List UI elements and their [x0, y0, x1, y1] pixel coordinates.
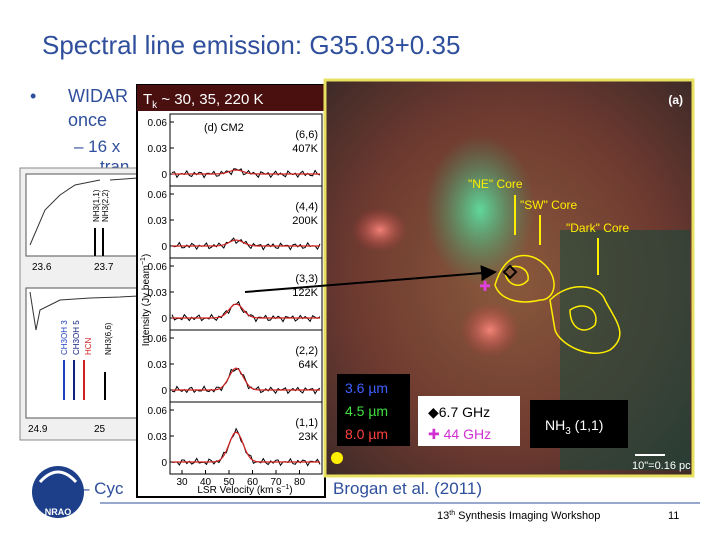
y-tick-label: 0.06 — [148, 334, 168, 345]
tick-label: 25 — [94, 424, 106, 435]
spectrum — [29, 291, 139, 331]
line-label: NH3(6,6) — [104, 322, 113, 355]
maser-diamond — [502, 264, 518, 280]
spectrum — [29, 177, 139, 246]
y-tick-label: 0 — [161, 170, 167, 181]
page-number: 11 — [668, 510, 679, 522]
spectrum — [171, 168, 321, 179]
transition-label: (1,1) — [295, 417, 318, 429]
spectrum — [171, 427, 321, 467]
y-tick-label: 0.06 — [148, 406, 168, 417]
sub-bullet: – Cyc — [80, 479, 124, 498]
maser-label: ✚ 44 GHz — [428, 426, 491, 442]
logo-text: NRAO — [45, 507, 72, 517]
core-label: "Dark" Core — [566, 221, 630, 235]
fit — [172, 303, 320, 319]
bullet-text: once — [68, 110, 107, 130]
panel-label: (a) — [668, 93, 683, 107]
left-figure: 23.6 23.7 24.9 25 NH3(1,1) NH3(2,2) CH3OH 3 CH3… — [19, 167, 146, 441]
x-tick-label: 30 — [176, 477, 188, 488]
spectra: 0.06 0.03 0 (6,6) 407K 0.06 0.03 0 (4,4) 200K 0.06… — [148, 113, 323, 488]
tick-label: 24.9 — [28, 424, 48, 435]
y-tick-label: 0.06 — [148, 262, 168, 273]
emission — [460, 302, 520, 358]
scale-label: 10"=0.16 pc — [632, 460, 691, 472]
emission — [425, 135, 535, 285]
y-tick-label: 0.03 — [148, 432, 168, 443]
contour — [569, 305, 597, 331]
y-tick-label: 0.06 — [148, 118, 168, 129]
maser-label: ◆6.7 GHz — [428, 404, 490, 420]
y-tick-label: 0.03 — [148, 144, 168, 155]
band-legend — [337, 374, 410, 446]
x-tick-label: 40 — [200, 477, 212, 488]
energy-label: 200K — [292, 215, 318, 227]
footer-text: 13th Synthesis Imaging Workshop — [437, 510, 600, 522]
tick-label: 23.6 — [32, 262, 52, 273]
slide-title: Spectral line emission: G35.03+0.35 — [42, 30, 460, 60]
spectrum-box — [169, 401, 323, 475]
y-tick-label: 0.06 — [148, 190, 168, 201]
pointer-arrow — [244, 265, 497, 293]
fit — [172, 367, 320, 391]
energy-label: 407K — [292, 143, 318, 155]
y-tick-label: 0 — [161, 314, 167, 325]
energy-label: 64K — [298, 359, 318, 371]
beam — [331, 452, 343, 464]
nrao-logo: NRAO — [32, 466, 84, 518]
x-tick-label: 60 — [247, 477, 259, 488]
core-label: "NE" Core — [468, 177, 523, 191]
y-tick-label: 0 — [161, 242, 167, 253]
contour — [549, 286, 621, 354]
y-tick-label: 0 — [161, 386, 167, 397]
transition-label: (4,4) — [295, 201, 318, 213]
x-tick-label: 50 — [223, 477, 235, 488]
emission — [352, 208, 408, 252]
panel-title: (d) CM2 — [204, 122, 244, 134]
x-axis-label: LSR Velocity (km s−1) — [197, 484, 292, 496]
line-label: CH3OH 3 — [60, 320, 69, 355]
spectrum — [171, 300, 321, 323]
sub-bullet: – 16 x — [74, 137, 121, 156]
y-tick-label: 0.03 — [148, 216, 168, 227]
fit — [172, 239, 320, 247]
line-label: NH3(2,2) — [101, 189, 110, 222]
line-label: CH3OH 5 — [72, 320, 81, 355]
y-tick-label: 0.03 — [148, 288, 168, 299]
bullet-text: WIDAR — [68, 86, 128, 106]
core-label: "SW" Core — [520, 198, 578, 212]
band-label: 8.0 µm — [345, 426, 388, 442]
contour-label: NH3 (1,1) — [545, 417, 603, 437]
band-label: 4.5 µm — [345, 403, 388, 419]
x-tick-label: 70 — [270, 477, 282, 488]
transition-label: (6,6) — [295, 129, 318, 141]
panel-header — [137, 85, 325, 111]
contour-legend — [530, 400, 628, 448]
band-label: 3.6 µm — [345, 380, 388, 396]
bullet-dot: • — [30, 86, 36, 106]
citation: Brogan et al. (2011) — [333, 479, 482, 498]
maser-legend — [418, 396, 520, 446]
line-label: NH3(1,1) — [92, 189, 101, 222]
fit — [172, 169, 320, 175]
infrared-image: (a) "NE" Core "SW" Core "Dark" Core ✚ 3.… — [323, 78, 695, 478]
line-label: HCN — [84, 337, 93, 355]
y-axis-label: Intensity (Jy beam−1) — [140, 254, 152, 346]
y-tick-label: 0.03 — [148, 360, 168, 371]
contour — [504, 265, 529, 286]
tick-label: 23.7 — [94, 262, 114, 273]
transition-label: (2,2) — [295, 345, 318, 357]
logo-dish — [38, 470, 78, 484]
x-tick-label: 80 — [294, 477, 306, 488]
maser-cross: ✚ — [479, 278, 491, 294]
y-tick-label: 0 — [161, 458, 167, 469]
energy-label: 122K — [292, 287, 318, 299]
temperature-label: Tk ~ 30, 35, 220 K — [143, 91, 264, 111]
contour — [494, 254, 555, 303]
transition-label: (3,3) — [295, 273, 318, 285]
energy-label: 23K — [298, 431, 318, 443]
fit — [172, 431, 320, 463]
spectrum — [171, 237, 321, 251]
